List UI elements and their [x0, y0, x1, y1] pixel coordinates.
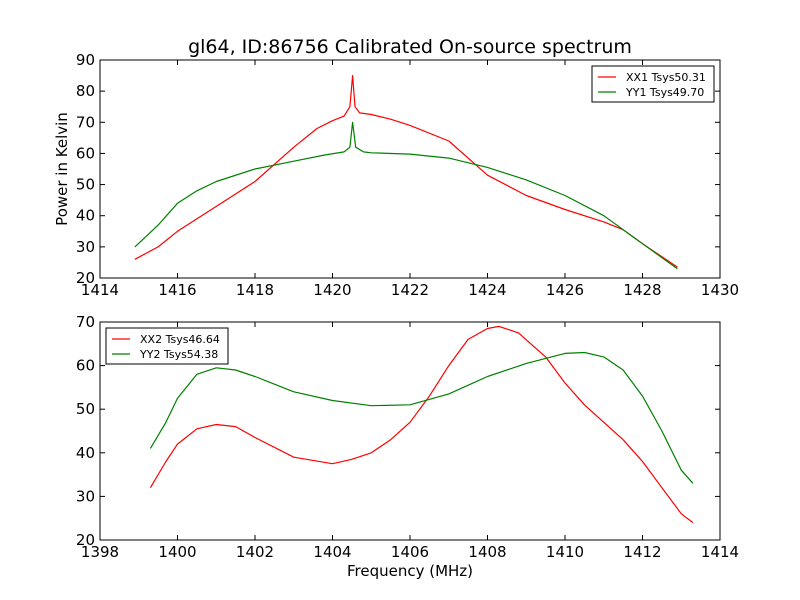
- y-tick-label: 80: [76, 82, 95, 100]
- x-tick-label: 1420: [313, 281, 351, 299]
- x-tick-label: 1406: [391, 543, 429, 561]
- legend-entry: XX2 Tsys46.64: [140, 333, 220, 346]
- x-tick-label: 1414: [701, 543, 739, 561]
- legend: XX2 Tsys46.64 YY2 Tsys54.38: [105, 327, 229, 365]
- y-tick-label: 90: [76, 51, 95, 69]
- y-tick-label: 50: [76, 400, 95, 418]
- x-tick-label: 1410: [546, 543, 584, 561]
- x-tick-label: 1404: [313, 543, 351, 561]
- x-axis-label: Frequency (MHz): [347, 562, 473, 580]
- x-tick-label: 1408: [468, 543, 506, 561]
- x-tick-label: 1424: [468, 281, 506, 299]
- y-tick-label: 20: [76, 269, 95, 287]
- y-tick-label: 70: [76, 313, 95, 331]
- x-tick-label: 1400: [158, 543, 196, 561]
- legend-box: [591, 65, 715, 103]
- x-tick-label: 1398: [81, 543, 119, 561]
- x-tick-label: 1418: [236, 281, 274, 299]
- x-tick-label: 1426: [546, 281, 584, 299]
- x-tick-label: 1428: [623, 281, 661, 299]
- y-tick-label: 50: [76, 176, 95, 194]
- legend-entry: YY2 Tsys54.38: [139, 348, 218, 361]
- y-tick-label: 60: [76, 144, 95, 162]
- y-tick-label: 30: [76, 487, 95, 505]
- bottom-panel: 1398 1400 1402 1404 1406 1408 1410 1412 1414 20 30…: [76, 313, 739, 561]
- x-tick-label: 1430: [701, 281, 739, 299]
- series-line-1: [134, 74, 678, 268]
- x-tick-label: 1412: [623, 543, 661, 561]
- series-line-1: [149, 325, 694, 524]
- legend-entry: YY1 Tsys49.70: [625, 86, 704, 99]
- legend: XX1 Tsys50.31 YY1 Tsys49.70: [591, 65, 715, 103]
- y-tick-label: 40: [76, 207, 95, 225]
- y-tick-label: 20: [76, 531, 95, 549]
- top-panel: 1414 1416 1418 1420 1422 1424 1426 1428 1430 20 30…: [76, 51, 739, 299]
- y-tick-label: 30: [76, 238, 95, 256]
- x-tick-label: 1402: [236, 543, 274, 561]
- x-tick-label: 1422: [391, 281, 429, 299]
- y-tick-label: 60: [76, 357, 95, 375]
- y-tick-label: 70: [76, 113, 95, 131]
- legend-entry: XX1 Tsys50.31: [626, 71, 706, 84]
- x-tick-label: 1414: [81, 281, 119, 299]
- series-line-2: [134, 121, 678, 270]
- x-tick-label: 1416: [158, 281, 196, 299]
- y-axis-label: Power in Kelvin: [53, 112, 71, 226]
- y-tick-label: 40: [76, 444, 95, 462]
- series-line-2: [149, 351, 694, 484]
- figure-title: gl64, ID:86756 Calibrated On-source spec…: [188, 36, 632, 58]
- legend-box: [105, 327, 229, 365]
